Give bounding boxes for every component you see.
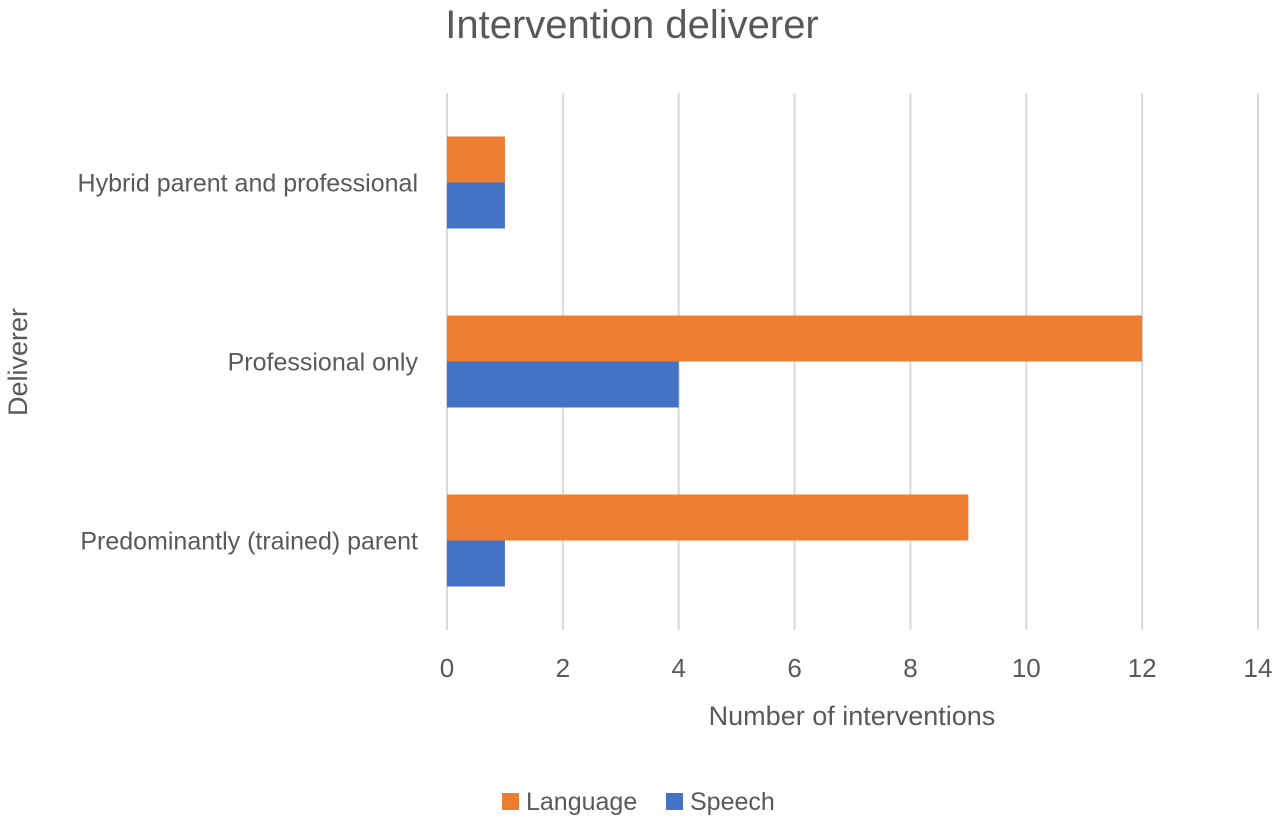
legend-label-speech: Speech	[690, 788, 775, 816]
x-tick-label: 2	[556, 653, 570, 683]
legend-label-language: Language	[526, 788, 637, 816]
legend: Language Speech	[502, 788, 775, 816]
x-tick-label: 10	[1012, 653, 1041, 683]
bar-language-0	[447, 136, 505, 183]
x-tick-label: 8	[903, 653, 917, 683]
legend-swatch-speech	[666, 793, 683, 810]
x-tick-label: 4	[671, 653, 685, 683]
x-tick-label: 0	[440, 653, 454, 683]
x-tick-labels: 0 2 4 6 8 10 12 14	[440, 653, 1273, 683]
bar-language-1	[447, 315, 1143, 362]
y-axis-title: Deliverer	[3, 308, 33, 416]
bar-speech-0	[447, 182, 505, 229]
category-label: Hybrid parent and professional	[78, 170, 418, 198]
bars	[447, 136, 1143, 587]
legend-swatch-language	[502, 793, 519, 810]
bar-speech-1	[447, 361, 679, 408]
x-tick-label: 14	[1244, 653, 1273, 683]
x-tick-label: 12	[1128, 653, 1157, 683]
bar-speech-2	[447, 540, 505, 587]
category-labels: Hybrid parent and professional Profession…	[78, 170, 419, 556]
x-axis-title: Number of interventions	[709, 701, 996, 731]
bar-language-2	[447, 494, 969, 541]
category-label: Predominantly (trained) parent	[80, 528, 418, 556]
chart-title: Intervention deliverer	[445, 3, 819, 47]
x-tick-label: 6	[787, 653, 801, 683]
category-label: Professional only	[228, 349, 419, 377]
